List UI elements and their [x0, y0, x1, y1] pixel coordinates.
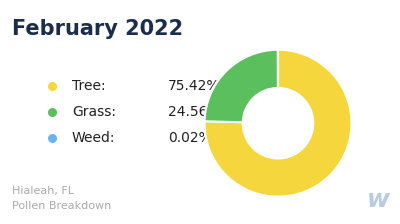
Text: 75.42%: 75.42%	[168, 79, 220, 93]
Text: 24.56%: 24.56%	[168, 105, 221, 119]
Text: 0.02%: 0.02%	[168, 131, 212, 145]
Wedge shape	[204, 50, 278, 122]
Text: February 2022: February 2022	[12, 19, 183, 39]
Text: w: w	[366, 188, 390, 212]
Text: Weed:: Weed:	[72, 131, 116, 145]
Text: Grass:: Grass:	[72, 105, 116, 119]
Text: Hialeah, FL
Pollen Breakdown: Hialeah, FL Pollen Breakdown	[12, 186, 111, 211]
Text: Tree:: Tree:	[72, 79, 106, 93]
Wedge shape	[204, 50, 352, 197]
